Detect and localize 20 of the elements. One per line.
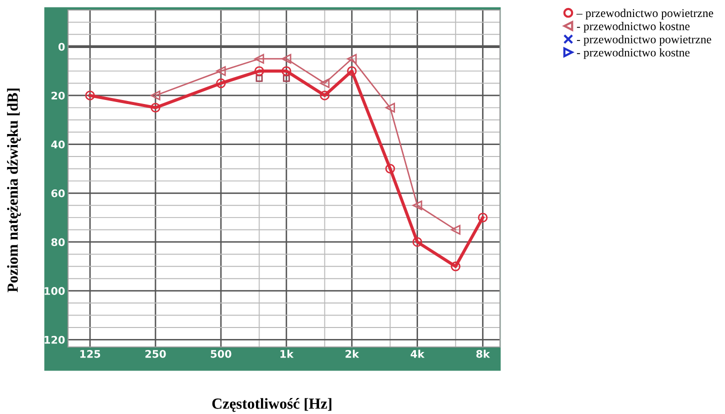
x-axis-title: Częstotliwość [Hz] [212, 398, 332, 412]
y-tick-label: 60 [51, 189, 65, 198]
x-tick-label: 4k [410, 350, 425, 358]
y-axis-title: Poziom natężenia dźwięku [dB] [7, 88, 21, 292]
x-tick-label: 8k [476, 350, 490, 358]
y-tick-label: 120 [44, 336, 65, 344]
x-tick-label: 500 [210, 350, 232, 358]
x-tick-label: 2k [346, 350, 360, 358]
legend-label: - przewodnictwo kostne [576, 22, 690, 33]
x-tick-label: 1k [280, 350, 294, 358]
x-tick-label: 125 [80, 350, 100, 358]
legend-label: – przewodnictwo powietrzne [576, 8, 714, 20]
y-tick-label: 0 [58, 42, 65, 51]
y-tick-label: 20 [52, 92, 65, 100]
legend-label: - przewodnictwo kostne [576, 48, 690, 59]
y-tick-label: 80 [51, 238, 65, 246]
x-tick-label: 250 [145, 350, 166, 358]
y-tick-label: 40 [51, 140, 65, 148]
legend-label: - przewodnictwo powietrzne [576, 35, 712, 46]
y-tick-label: 100 [44, 287, 65, 295]
